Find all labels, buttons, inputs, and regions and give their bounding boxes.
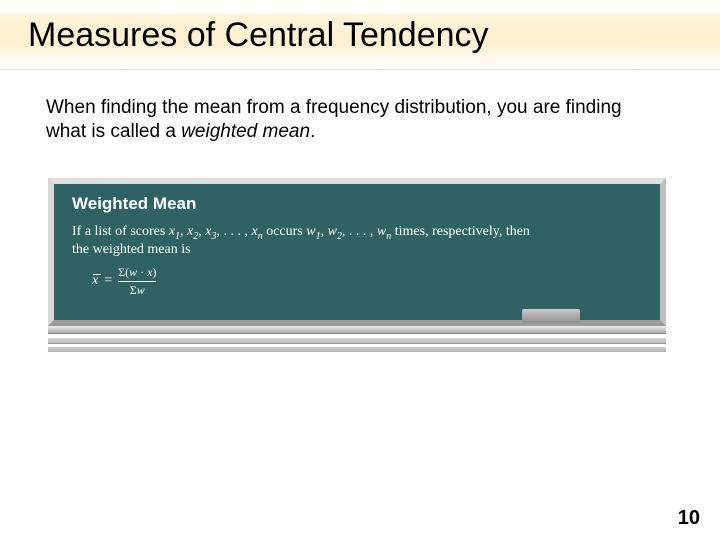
slide-title: Measures of Central Tendency <box>28 16 489 55</box>
board-line-2: the weighted mean is <box>72 242 191 258</box>
formula-numerator: Σ(w · x) <box>118 266 156 279</box>
formula-denominator: Σw <box>130 284 145 297</box>
x2: x2 <box>187 224 198 239</box>
board-tray-1 <box>48 326 666 334</box>
xn: xn <box>251 224 262 239</box>
chalkboard: Weighted Mean If a list of scores x1, x2… <box>48 178 666 326</box>
wn: wn <box>377 224 391 239</box>
l1-pre: If a list of scores <box>72 224 169 239</box>
w2: w2 <box>328 224 342 239</box>
formula: x = Σ(w · x) Σw <box>92 266 156 296</box>
body-paragraph: When finding the mean from a frequency d… <box>46 96 666 144</box>
body-post: . <box>310 121 315 142</box>
formula-lhs: x <box>92 273 98 289</box>
board-line-1: If a list of scores x1, x2, x3, . . . , … <box>72 224 642 242</box>
chalk-eraser <box>522 309 580 323</box>
x1: x1 <box>169 224 180 239</box>
page-number: 10 <box>678 507 700 530</box>
chalkboard-group: Weighted Mean If a list of scores x1, x2… <box>48 178 666 352</box>
board-tray-3 <box>48 347 666 352</box>
body-emphasis: weighted mean <box>181 121 310 142</box>
body-pre: When finding the mean from a frequency d… <box>46 97 622 142</box>
formula-eq: = <box>104 273 112 289</box>
board-heading: Weighted Mean <box>72 194 196 214</box>
slide: Measures of Central Tendency When findin… <box>0 0 720 540</box>
fraction-bar <box>118 281 156 282</box>
formula-fraction: Σ(w · x) Σw <box>118 266 156 296</box>
w1: w1 <box>306 224 320 239</box>
x3: x3 <box>205 224 216 239</box>
